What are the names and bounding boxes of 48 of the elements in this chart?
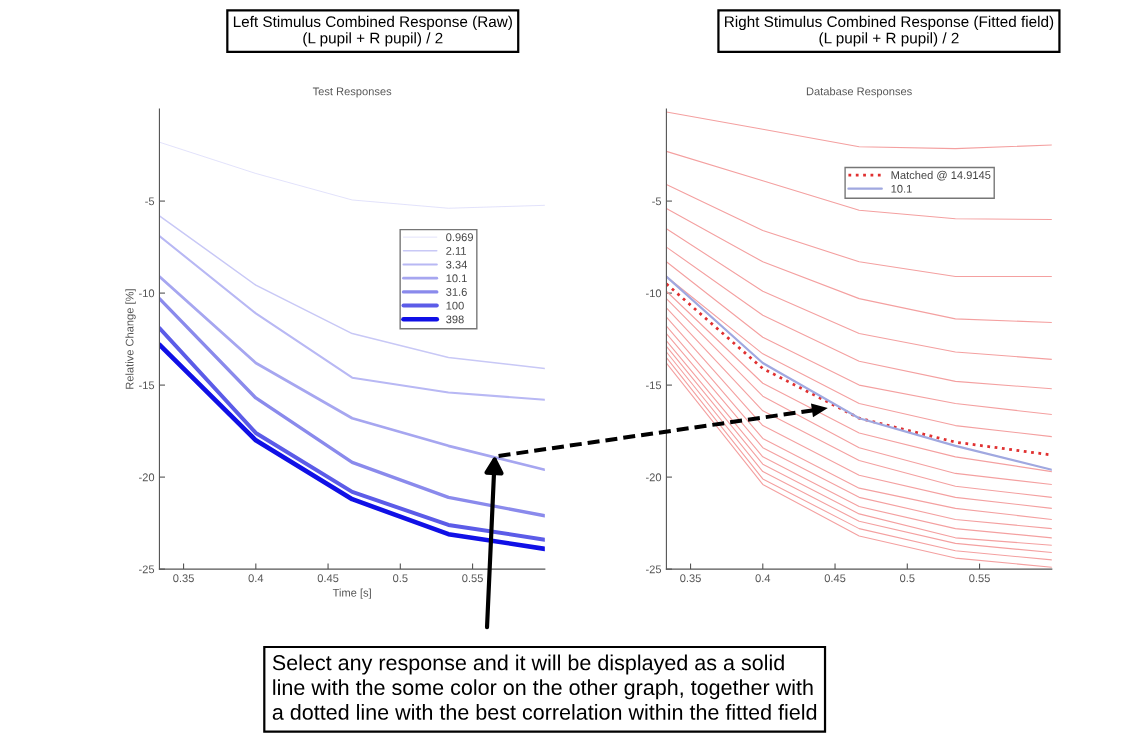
x-tick-label: 0.5 bbox=[900, 574, 915, 583]
text: Right Stimulus Combined Response (Fitted field) (L pupil + R pupil) / 2 bbox=[725, 15, 1054, 47]
text: Select any response and it will be displayed as a solid line with the some color on the other graph, together with a dotted line with the best correlation within the fitted field bbox=[272, 654, 817, 720]
x-tick-label: 0.55 bbox=[969, 574, 990, 583]
y-tick-label: -5 bbox=[652, 197, 662, 206]
y-tick-label: -20 bbox=[139, 473, 155, 482]
x-tick-label: 0.55 bbox=[462, 574, 483, 583]
chart-title: Database Responses bbox=[806, 87, 912, 98]
legend-label: 10.1 bbox=[891, 184, 912, 193]
line-series bbox=[666, 261, 1052, 416]
x-tick-label: 0.4 bbox=[248, 574, 264, 583]
y-tick-label: -20 bbox=[645, 473, 662, 482]
line-series bbox=[666, 111, 1052, 150]
y-axis-title: Relative Change [%] bbox=[125, 289, 136, 389]
line-series bbox=[159, 296, 545, 518]
x-tick-label: 0.4 bbox=[755, 574, 771, 583]
y-tick-label: -10 bbox=[645, 289, 662, 298]
y-tick-label: -15 bbox=[139, 381, 155, 390]
legend-label: 100 bbox=[446, 301, 464, 310]
line-series bbox=[666, 228, 1052, 360]
y-tick-label: -5 bbox=[145, 197, 155, 206]
x-tick-label: 0.35 bbox=[173, 574, 194, 583]
legend-label: 10.1 bbox=[446, 274, 467, 283]
line-series bbox=[666, 150, 1052, 221]
x-axis-title: Time [s] bbox=[332, 588, 371, 599]
legend-label: Matched @ 14.9145 bbox=[891, 170, 991, 181]
line-series bbox=[159, 235, 545, 401]
chart-title: Test Responses bbox=[312, 87, 392, 98]
x-tick-label: 0.35 bbox=[680, 574, 701, 583]
line-series bbox=[159, 215, 545, 370]
x-tick-label: 0.5 bbox=[393, 574, 408, 583]
line-series bbox=[666, 183, 1052, 278]
y-tick-label: -15 bbox=[645, 381, 662, 390]
y-tick-label: -25 bbox=[139, 565, 155, 574]
line-series bbox=[666, 246, 1052, 390]
x-tick-label: 0.45 bbox=[824, 574, 846, 583]
legend-label: 0.969 bbox=[446, 233, 473, 242]
legend-label: 2.11 bbox=[446, 246, 466, 255]
line-series bbox=[159, 141, 545, 209]
y-tick-label: -10 bbox=[139, 289, 155, 298]
legend-label: 3.34 bbox=[446, 260, 467, 269]
legend-label: 31.6 bbox=[446, 288, 467, 296]
line-series bbox=[159, 275, 545, 472]
legend-label: 398 bbox=[446, 315, 464, 324]
y-tick-label: -25 bbox=[645, 565, 662, 574]
line-series bbox=[666, 207, 1052, 324]
text: Left Stimulus Combined Response (Raw) (L pupil + R pupil) / 2 bbox=[233, 15, 512, 47]
x-tick-label: 0.45 bbox=[317, 574, 339, 583]
